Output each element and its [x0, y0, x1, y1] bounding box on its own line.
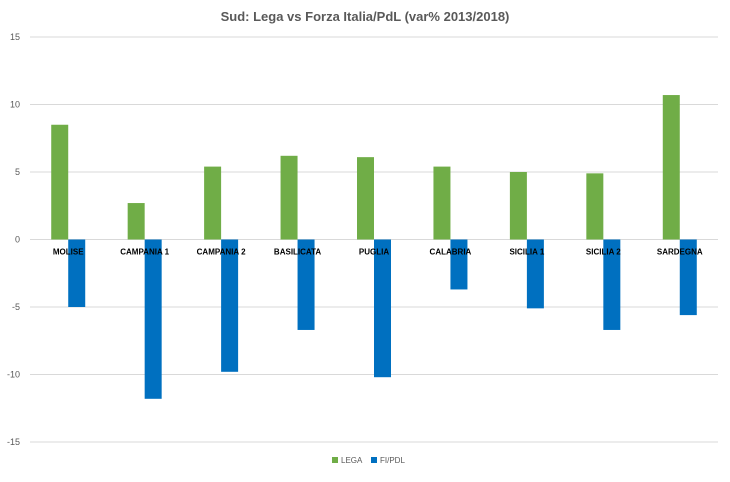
y-tick-label: 15 — [10, 32, 20, 42]
y-tick-label: 10 — [10, 100, 20, 110]
x-tick-label: SARDEGNA — [657, 248, 703, 257]
x-tick-label: CAMPANIA 1 — [120, 248, 169, 257]
y-tick-label: 0 — [15, 235, 20, 245]
bar-lega-sicilia-2 — [586, 173, 604, 240]
legend-label: LEGA — [341, 456, 363, 465]
bar-fi-pdl-sicilia-1 — [526, 239, 544, 309]
bar-fi-pdl-campania-1 — [144, 239, 162, 399]
bar-lega-sardegna — [662, 95, 680, 240]
bar-fi-pdl-sicilia-2 — [603, 239, 621, 330]
legend: LEGA FI/PDL — [332, 456, 405, 465]
x-tick-label: CAMPANIA 2 — [197, 248, 246, 257]
x-tick-label: BASILICATA — [274, 248, 321, 257]
bar-fi-pdl-puglia — [374, 239, 391, 378]
y-tick-label: -15 — [7, 437, 20, 447]
bar-fi-pdl-molise — [68, 239, 86, 307]
bar-lega-molise — [51, 124, 69, 240]
bar-lega-basilicata — [280, 155, 298, 240]
legend-swatch — [332, 457, 338, 463]
y-tick-label: -5 — [12, 302, 20, 312]
chart-title: Sud: Lega vs Forza Italia/PdL (var% 2013… — [221, 9, 510, 24]
bar-lega-sicilia-1 — [509, 172, 527, 240]
legend-label: FI/PDL — [380, 456, 405, 465]
bar-lega-puglia — [357, 157, 374, 240]
bar-lega-campania-2 — [204, 166, 222, 240]
bar-fi-pdl-campania-2 — [221, 239, 239, 372]
bars — [51, 95, 697, 399]
x-axis-ticks: MOLISE CAMPANIA 1 CAMPANIA 2 BASILICATA PUGL… — [53, 248, 703, 257]
bar-fi-pdl-sardegna — [679, 239, 697, 316]
y-axis-ticks: 15 10 5 0 -5 -10 -15 — [7, 32, 20, 447]
bar-fi-pdl-basilicata — [297, 239, 315, 330]
bar-fi-pdl-calabria — [450, 239, 468, 290]
y-tick-label: -10 — [7, 370, 20, 380]
x-tick-label: SICILIA 2 — [586, 248, 621, 257]
y-tick-label: 5 — [15, 167, 20, 177]
x-tick-label: SICILIA 1 — [509, 248, 544, 257]
bar-lega-campania-1 — [127, 203, 145, 240]
x-tick-label: PUGLIA — [359, 248, 389, 257]
x-tick-label: CALABRIA — [430, 248, 472, 257]
legend-swatch — [371, 457, 377, 463]
bar-lega-calabria — [433, 166, 451, 240]
x-tick-label: MOLISE — [53, 248, 84, 257]
